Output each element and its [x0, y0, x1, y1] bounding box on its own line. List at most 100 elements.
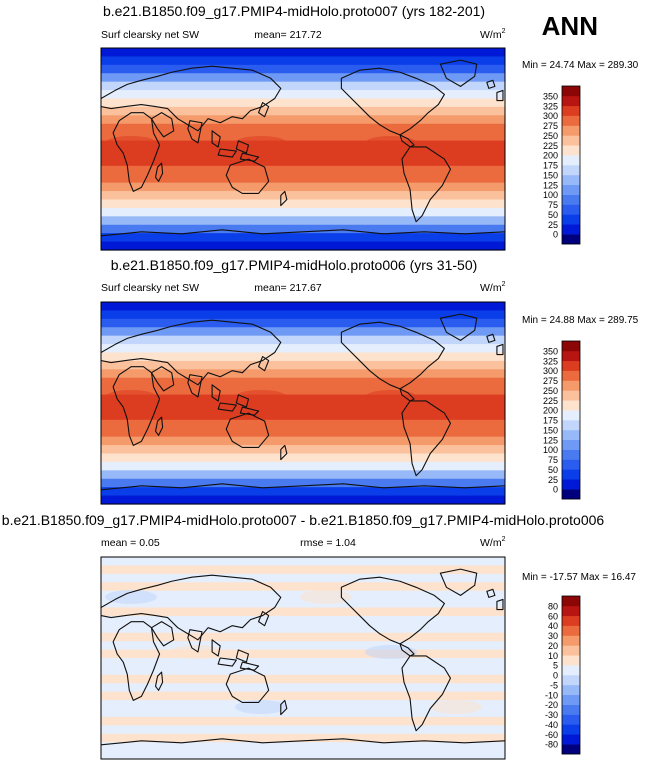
panel-1-field — [101, 48, 505, 251]
colorbar-swatch — [562, 469, 580, 480]
field-band — [101, 318, 505, 328]
field-band — [101, 428, 505, 438]
colorbar-tick-label: 325 — [543, 356, 558, 366]
field-band — [101, 461, 505, 471]
colorbar-swatch — [562, 714, 580, 725]
colorbar-tick-label: 75 — [548, 455, 558, 465]
field-band — [101, 224, 505, 234]
colorbar-swatch — [562, 420, 580, 431]
field-anomaly — [300, 404, 352, 418]
field-band — [101, 565, 505, 575]
colorbar-tick-label: 275 — [543, 376, 558, 386]
colorbar-tick-label: 325 — [543, 101, 558, 111]
panel-2-frame — [100, 301, 506, 505]
field-band — [101, 557, 505, 567]
colorbar-tick-label: 250 — [543, 131, 558, 141]
field-anomaly — [170, 150, 222, 164]
colorbar-swatch — [562, 380, 580, 391]
colorbar-swatch — [562, 165, 580, 176]
colorbar-tick-label: 225 — [543, 396, 558, 406]
colorbar-tick-label: 350 — [543, 346, 558, 356]
colorbar-tick-label: 200 — [543, 406, 558, 416]
colorbar-swatch — [562, 86, 580, 97]
colorbar-tick-label: 10 — [548, 651, 558, 661]
colorbar-swatch — [562, 390, 580, 401]
colorbar-tick-label: 75 — [548, 200, 558, 210]
field-band — [101, 666, 505, 676]
colorbar-swatch — [562, 449, 580, 460]
field-band — [101, 56, 505, 66]
field-anomaly — [430, 150, 482, 164]
colorbar-tick-label: -20 — [545, 700, 558, 710]
colorbar-swatch — [562, 724, 580, 735]
colorbar-frame — [561, 595, 581, 755]
colorbar-swatch — [562, 341, 580, 352]
colorbar-tick-label: 100 — [543, 445, 558, 455]
colorbar-tick-label: 125 — [543, 180, 558, 190]
panel-3-mean: mean = 0.05 — [101, 537, 160, 549]
colorbar-tick-label: 275 — [543, 121, 558, 131]
field-band — [101, 199, 505, 209]
field-band — [101, 470, 505, 480]
panel-2-variable: Surf clearsky net SW — [101, 282, 199, 294]
field-band — [101, 478, 505, 488]
field-band — [101, 81, 505, 91]
colorbar-swatch — [562, 429, 580, 441]
panel-3-units: W/m2 — [480, 536, 506, 549]
colorbar-swatch — [562, 479, 580, 490]
colorbar-tick-label: 175 — [543, 161, 558, 171]
field-band — [101, 632, 505, 642]
field-band — [101, 106, 505, 116]
colorbar-swatch — [562, 665, 580, 676]
panel-3-rmse: rmse = 1.04 — [300, 537, 356, 549]
field-band — [101, 394, 505, 404]
colorbar-tick-label: 125 — [543, 435, 558, 445]
field-band — [101, 691, 505, 701]
colorbar-swatch — [562, 410, 580, 421]
field-band — [101, 419, 505, 429]
colorbar-swatch — [562, 135, 580, 146]
colorbar-tick-label: 20 — [548, 641, 558, 651]
field-anomaly — [105, 136, 157, 150]
field-band — [101, 615, 505, 625]
field-band — [101, 386, 505, 396]
field-band — [101, 344, 505, 354]
field-band — [101, 683, 505, 693]
colorbar-swatch — [562, 734, 580, 745]
field-band — [101, 573, 505, 583]
field-band — [101, 310, 505, 320]
colorbar-swatch — [562, 360, 580, 371]
colorbar-frame — [561, 340, 581, 500]
field-anomaly — [105, 390, 157, 404]
panel-1-mean: mean= 217.72 — [254, 29, 322, 41]
panel-3-title: b.e21.B1850.f09_g17.PMIP4-midHolo.proto0… — [2, 512, 605, 528]
field-band — [101, 742, 505, 752]
colorbar-swatch — [562, 194, 580, 205]
panel-1-variable: Surf clearsky net SW — [101, 29, 199, 41]
field-band — [101, 73, 505, 83]
colorbar-tick-label: -40 — [545, 720, 558, 730]
colorbar-tick-label: 175 — [543, 416, 558, 426]
field-band — [101, 674, 505, 684]
field-anomaly — [365, 136, 417, 150]
colorbar-swatch — [562, 105, 580, 116]
colorbar-tick-label: 300 — [543, 111, 558, 121]
colorbar-tick-label: -10 — [545, 690, 558, 700]
colorbar-swatch — [562, 400, 580, 411]
panel-3-minmax: Min = -17.57 Max = 16.47 — [522, 572, 636, 583]
field-anomaly — [105, 590, 157, 604]
field-band — [101, 716, 505, 726]
colorbar-swatch — [562, 224, 580, 235]
field-anomaly — [170, 404, 222, 418]
field-band — [101, 445, 505, 455]
field-band — [101, 599, 505, 609]
colorbar-swatch — [562, 675, 580, 686]
field-band — [101, 582, 505, 592]
field-band — [101, 369, 505, 379]
colorbar-swatch — [562, 489, 580, 500]
field-band — [101, 607, 505, 617]
field-band — [101, 624, 505, 634]
